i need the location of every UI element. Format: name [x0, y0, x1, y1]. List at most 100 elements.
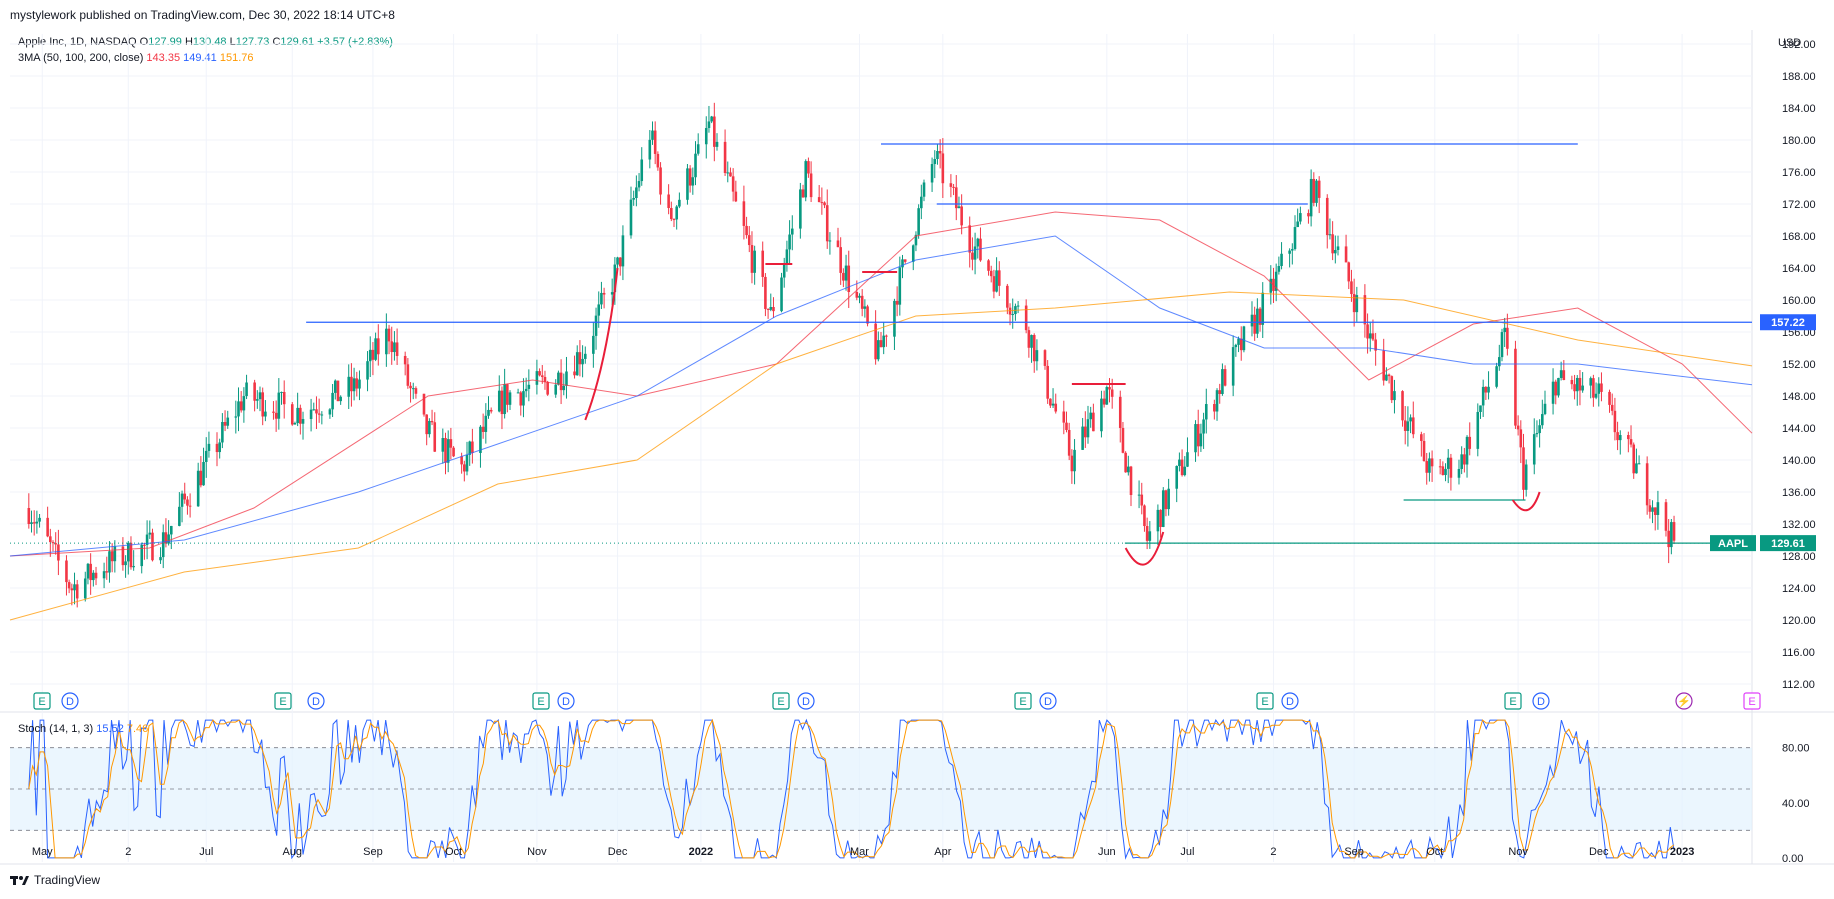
candle-body: [877, 340, 880, 360]
candle-body: [930, 164, 934, 183]
candle-body: [32, 522, 36, 524]
candle-body: [535, 371, 539, 385]
stoch-tick-label: 0.00: [1782, 853, 1803, 865]
price-axis[interactable]: 112.00 116.00 120.00 124.00 128.00 132.00 136.…: [1782, 39, 1816, 865]
candle-body: [1277, 266, 1281, 272]
candle-body: [1062, 411, 1066, 423]
candle-body: [1476, 411, 1480, 449]
candle-body: [1374, 339, 1377, 351]
event-marker-label: E: [537, 696, 544, 708]
ma100-value: 149.41: [183, 52, 217, 64]
candle-body: [433, 422, 437, 452]
candle-body: [1156, 509, 1160, 532]
candle-body: [161, 532, 165, 558]
annotation-stroke: [1511, 491, 1541, 512]
candle-body: [1403, 420, 1407, 431]
candle-body: [508, 392, 512, 405]
candle-body: [1084, 426, 1087, 438]
symbol-tag-bg: [1710, 535, 1756, 552]
earnings-marker-icon: [1014, 692, 1032, 710]
high-value: 130.48: [192, 36, 227, 48]
candle-body: [1032, 335, 1036, 362]
candle-body: [1514, 348, 1517, 426]
candle-body: [769, 307, 773, 310]
candle-body: [1409, 417, 1412, 422]
candle-body: [941, 153, 945, 184]
earnings-marker-icon: [772, 692, 790, 710]
candle-body: [992, 276, 996, 292]
event-markers: E D E D E D E D E D E D E D ⚡ E: [33, 692, 1761, 710]
candle-body: [1054, 403, 1058, 412]
price-tick-label: 112.00: [1782, 679, 1815, 691]
event-marker-label: D: [802, 696, 810, 708]
time-tick-label: Nov: [527, 846, 547, 858]
candle-body: [1648, 505, 1652, 512]
candle-body: [368, 349, 372, 362]
candle-body: [1186, 452, 1189, 467]
candle-body: [1613, 410, 1617, 433]
candle-body: [1406, 421, 1410, 431]
price-tick-label: 192.00: [1782, 39, 1816, 51]
candle-body: [600, 292, 603, 305]
candle-body: [1387, 374, 1391, 377]
candle-body: [422, 393, 426, 415]
candle-body: [1608, 391, 1611, 405]
candle-body: [1600, 383, 1603, 392]
price-tick-label: 124.00: [1782, 583, 1816, 595]
time-tick-label: Sep: [1344, 846, 1364, 858]
candle-body: [202, 461, 205, 486]
candle-body: [1632, 444, 1636, 474]
candle-body: [1532, 434, 1536, 465]
candle-body: [1618, 435, 1622, 441]
candle-body: [1231, 347, 1235, 386]
candle-body: [613, 264, 617, 293]
candle-body: [1204, 404, 1208, 420]
candle-body: [1441, 466, 1445, 476]
candle-body: [1239, 338, 1243, 351]
candle-body: [234, 416, 238, 418]
candle-body: [1371, 333, 1375, 340]
candle-body: [911, 245, 915, 262]
candle-body: [1331, 234, 1334, 254]
candle-body: [148, 532, 152, 535]
candle-body: [1049, 398, 1052, 406]
ma200-value: 151.76: [219, 52, 254, 64]
candle-body: [691, 177, 695, 186]
candle-body: [1651, 507, 1654, 512]
time-tick-label: Oct: [445, 846, 462, 858]
time-axis[interactable]: May 2 Jul Aug Sep Oct Nov Dec 2022 Mar Apr Jun Jul 2 S…: [32, 846, 1694, 858]
candle-body: [352, 378, 356, 392]
candle-body: [1519, 429, 1523, 448]
candle-body: [1506, 327, 1509, 349]
candle-body: [1449, 457, 1453, 478]
candle-body: [1516, 425, 1520, 430]
event-marker-label: E: [38, 696, 45, 708]
candle-body: [406, 364, 410, 386]
ma-line-0: [9, 211, 1753, 557]
candle-body: [489, 409, 493, 412]
candle-body: [1006, 285, 1009, 308]
candle-body: [1484, 386, 1488, 393]
candle-body: [1667, 530, 1670, 548]
time-tick-label: May: [32, 846, 53, 858]
candle-body: [1043, 350, 1047, 366]
event-marker-label: E: [1019, 696, 1026, 708]
candle-body: [989, 270, 993, 277]
dividend-marker-icon: [1039, 692, 1057, 710]
ma-row: 3MA (50, 100, 200, close) 143.35 149.41 …: [18, 50, 393, 66]
candle-body: [167, 534, 170, 544]
candle-body: [1291, 249, 1294, 251]
candle-body: [516, 392, 520, 394]
time-tick-label: Jun: [1098, 846, 1116, 858]
candle-body: [1325, 197, 1329, 236]
candle-body: [1570, 379, 1574, 385]
candle-body: [164, 532, 168, 544]
candle-body: [328, 409, 332, 415]
annotation-stroke: [584, 267, 619, 421]
candle-body: [35, 521, 39, 524]
candle-body: [1092, 412, 1095, 432]
candle-body: [1366, 324, 1369, 339]
candle-body: [105, 571, 109, 573]
candle-body: [503, 384, 506, 415]
